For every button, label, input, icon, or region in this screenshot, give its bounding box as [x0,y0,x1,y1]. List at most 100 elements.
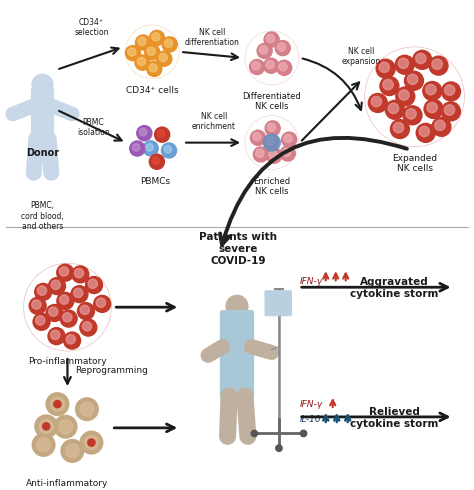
Circle shape [46,393,69,416]
Circle shape [88,279,98,289]
Circle shape [441,102,460,121]
Circle shape [368,94,387,112]
Circle shape [152,33,160,41]
Circle shape [445,85,455,95]
Circle shape [250,130,265,146]
Circle shape [426,84,436,95]
Circle shape [253,147,268,162]
Text: NK cell
expansion: NK cell expansion [342,47,381,66]
Circle shape [255,149,264,157]
Circle shape [35,283,52,300]
Circle shape [399,90,409,100]
Circle shape [66,335,75,344]
Circle shape [404,71,423,90]
Circle shape [388,103,399,114]
Text: NK cell
enrichment: NK cell enrichment [192,112,236,131]
Circle shape [424,99,443,119]
Circle shape [379,62,390,73]
Circle shape [282,132,297,147]
Circle shape [54,400,61,408]
Circle shape [59,267,69,276]
Circle shape [395,55,414,74]
Text: PBMC,
cord blood,
and others: PBMC, cord blood, and others [21,201,64,231]
Circle shape [257,43,272,58]
Circle shape [406,109,416,119]
Circle shape [391,120,410,139]
Circle shape [33,313,50,330]
Text: Reprogramming: Reprogramming [75,366,148,374]
Text: CD34⁺ cells: CD34⁺ cells [126,86,179,95]
Circle shape [277,43,286,51]
Circle shape [51,280,60,290]
Circle shape [396,87,415,106]
Circle shape [136,35,151,50]
Circle shape [49,307,58,317]
Circle shape [138,37,146,46]
Circle shape [403,106,422,125]
Circle shape [43,423,50,430]
Circle shape [435,120,445,131]
Text: Aggravated
cytokine storm: Aggravated cytokine storm [350,277,439,299]
Circle shape [143,141,158,156]
Circle shape [149,154,164,169]
Circle shape [84,436,99,450]
Circle shape [36,438,51,452]
Circle shape [32,74,53,95]
Circle shape [76,398,98,420]
Circle shape [376,59,395,78]
Circle shape [407,74,418,85]
Text: CD34⁺
selection: CD34⁺ selection [74,18,109,37]
Circle shape [383,79,393,90]
Circle shape [442,82,461,101]
Circle shape [276,445,282,451]
Circle shape [36,316,45,325]
Circle shape [55,416,77,438]
Circle shape [250,59,264,74]
Circle shape [77,303,94,319]
Circle shape [432,59,442,70]
Circle shape [264,134,279,149]
Circle shape [147,47,155,55]
Text: IL-10: IL-10 [300,416,321,424]
Circle shape [73,288,83,297]
Circle shape [63,313,72,322]
Circle shape [139,128,147,136]
Circle shape [94,295,110,312]
Circle shape [29,297,46,314]
Circle shape [72,266,89,283]
Circle shape [155,127,170,142]
Text: Relieved
cytokine storm: Relieved cytokine storm [350,407,439,429]
Circle shape [266,137,274,145]
Circle shape [80,402,94,416]
Circle shape [269,150,277,159]
Circle shape [280,146,295,161]
Circle shape [252,62,260,70]
Circle shape [65,444,79,458]
Circle shape [132,144,140,151]
Circle shape [267,123,276,131]
Circle shape [64,332,81,349]
Circle shape [371,97,382,107]
Circle shape [80,319,97,336]
FancyBboxPatch shape [32,88,54,141]
Circle shape [301,430,307,437]
Circle shape [51,330,60,340]
Circle shape [265,121,280,136]
Circle shape [162,143,176,158]
Circle shape [39,419,53,433]
Circle shape [82,321,91,331]
Circle shape [164,39,173,48]
Circle shape [423,81,442,100]
Text: Anti-inflammatory: Anti-inflammatory [26,479,109,488]
Circle shape [135,55,150,70]
Circle shape [149,30,164,46]
Circle shape [80,305,90,315]
Circle shape [284,134,292,143]
Circle shape [96,298,106,307]
Text: PBMC
isolation: PBMC isolation [77,118,110,137]
Circle shape [130,141,145,156]
Circle shape [266,34,274,43]
Circle shape [398,58,409,69]
Circle shape [48,277,65,294]
Text: Donor: Donor [26,147,59,158]
